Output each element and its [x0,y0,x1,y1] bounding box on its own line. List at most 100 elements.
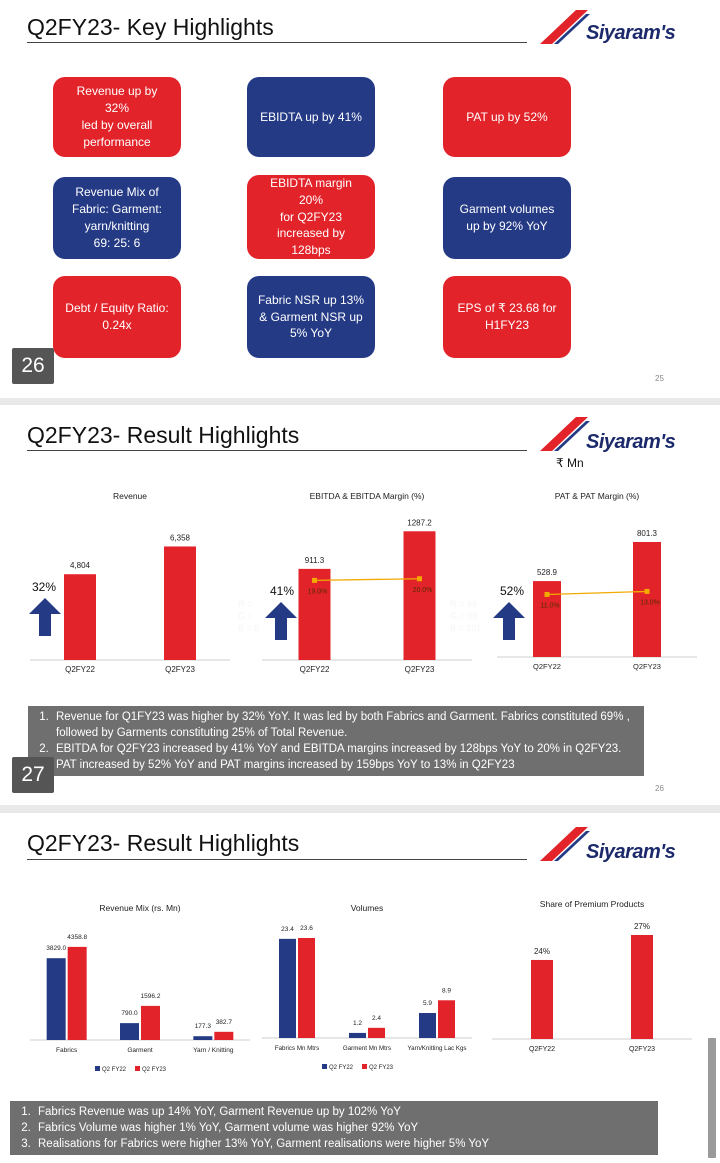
legend-swatch [135,1066,140,1071]
ebitda-growth-label: 41% [270,584,295,598]
data-label: 1596.2 [141,993,161,1000]
data-label: 4,804 [70,561,91,570]
data-label: 23.4 [281,926,294,933]
bar [631,935,653,1039]
data-label: 5.9 [423,1000,432,1007]
siyarams-logo: Siyaram's [536,825,706,875]
bar [141,1005,160,1040]
category-label: Fabrics Mn Mtrs [275,1045,319,1052]
revenue-chart: Revenue 4,804 Q2FY22 6,358 Q2FY23 [30,491,230,674]
data-label: 24% [534,947,550,956]
highlight-box: PAT up by 52% [443,77,571,157]
legend-swatch [362,1064,367,1069]
legend-label: Q2 FY22 [329,1065,354,1071]
margin-label: 19.0% [308,588,328,595]
margin-point [544,591,550,597]
slide-title: Q2FY23- Key Highlights [27,14,274,40]
highlight-box: EBIDTA up by 41% [247,77,375,157]
ebitda-chart: EBITDA & EBITDA Margin (%) 911.3 Q2FY22 128… [262,491,472,674]
note-item: EBITDA for Q2FY23 increased by 41% YoY a… [52,741,638,757]
category-label: Fabrics [56,1047,78,1054]
highlight-box: Revenue Mix of Fabric: Garment: yarn/kni… [53,177,181,259]
data-label: 801.3 [637,529,658,538]
revenue-growth-label: 32% [32,580,57,594]
category-label: Q2FY22 [533,662,561,671]
data-label: 4358.8 [67,934,87,941]
margin-point [644,588,650,594]
pat-chart: PAT & PAT Margin (%) 528.9 Q2FY22 801.3 Q2FY… [497,491,697,671]
note-item: Revenue for Q1FY23 was higher by 32% YoY… [52,709,638,741]
notes-box: Fabrics Revenue was up 14% YoY, Garment … [10,1101,658,1155]
note-item: Realisations for Fabrics were higher 13%… [34,1136,652,1152]
chart-title: Revenue [113,491,147,501]
data-label: 23.6 [300,925,313,932]
siyarams-logo: Siyaram's [536,8,706,58]
bar [64,574,96,660]
data-label: 3829.0 [46,945,66,952]
bar [349,1032,366,1038]
data-label: 177.3 [195,1023,212,1030]
up-arrow-icon [29,598,61,636]
legend-swatch [95,1066,100,1071]
bar [298,938,315,1038]
category-label: Yarn/Knitting Lac Kgs [407,1045,466,1052]
legend-label: Q2 FY23 [142,1067,167,1073]
slide-key-highlights: Q2FY23- Key Highlights Siyaram's Revenue… [0,0,720,398]
category-label: Q2FY22 [300,665,330,674]
chart-title: Revenue Mix (rs. Mn) [99,903,180,913]
note-item: Fabrics Revenue was up 14% YoY, Garment … [34,1104,652,1120]
data-label: 2.4 [372,1015,381,1022]
highlight-box: Fabric NSR up 13% & Garment NSR up 5% Yo… [247,276,375,358]
margin-line [314,578,420,582]
bar [419,1013,436,1038]
title-divider [27,450,527,451]
category-label: Yarn / Knitting [193,1047,234,1054]
bar [279,938,296,1038]
logo-stripes-icon [540,417,590,451]
highlight-box: Garment volumes up by 92% YoY [443,177,571,259]
data-label: 911.3 [305,556,325,565]
pat-growth-label: 52% [500,584,525,598]
note-item: Fabrics Volume was higher 1% YoY, Garmen… [34,1120,652,1136]
data-label: 382.7 [216,1019,233,1026]
bar [298,568,331,660]
scrollbar[interactable] [708,1038,716,1158]
slide-number-badge: 26 [12,348,54,384]
premium-share-chart: Share of Premium Products 24% Q2FY22 27% Q2F… [492,899,692,1053]
unit-label: ₹ Mn [556,456,584,470]
volumes-chart: Volumes 23.4 23.6 Fabrics Mn Mtrs 1.2 2.4 Garm… [262,903,472,1071]
slide-title: Q2FY23- Result Highlights [27,422,300,448]
logo-text: Siyaram's [586,841,676,863]
bar [46,958,66,1040]
title-divider [27,859,527,860]
highlight-box: EBIDTA margin 20% for Q2FY23 increased b… [247,175,375,259]
page-number: 25 [655,374,664,383]
bar [67,946,87,1040]
chart-title: Share of Premium Products [540,899,644,909]
category-label: Q2FY22 [529,1046,555,1053]
ghost-text: R = 99 G = 99 B = 101 [450,599,482,633]
data-label: 27% [634,922,650,931]
bar [214,1031,234,1040]
bar [633,541,661,657]
title-divider [27,42,527,43]
margin-label: 13.0% [640,599,660,606]
legend-swatch [322,1064,327,1069]
highlight-box: Revenue up by 32% led by overall perform… [53,77,181,157]
bar [403,531,436,660]
chart-title: EBITDA & EBITDA Margin (%) [310,491,425,501]
category-label: Q2FY23 [633,662,661,671]
data-label: 8.9 [442,987,451,994]
margin-label: 20.0% [413,587,433,594]
up-arrow-icon [493,602,525,640]
margin-point [312,577,317,583]
logo-text: Siyaram's [586,431,676,453]
category-label: Garment [127,1047,152,1054]
category-label: Q2FY22 [65,665,95,674]
margin-line [546,590,648,596]
slide-number-badge: 27 [12,757,54,793]
category-label: Q2FY23 [165,665,195,674]
bar [531,959,553,1039]
bar [368,1027,385,1038]
